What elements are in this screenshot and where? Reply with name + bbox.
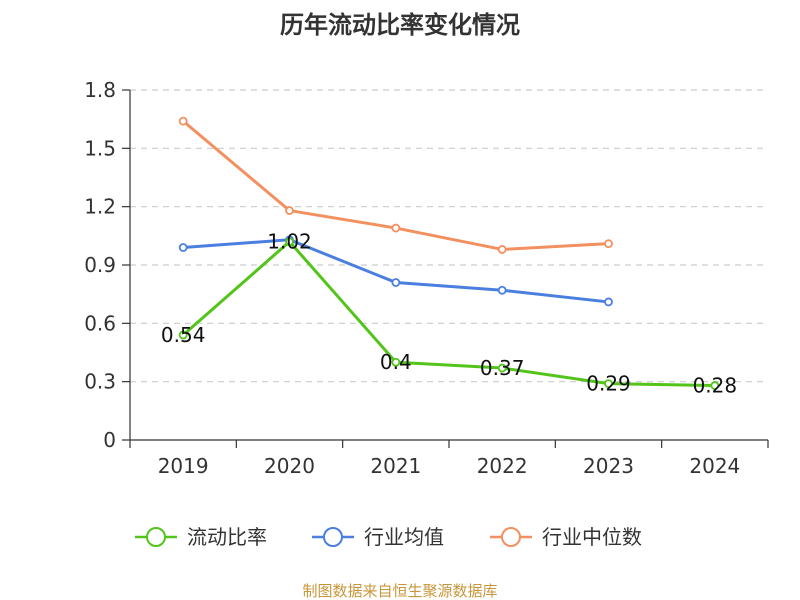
series-point-1: [178, 243, 188, 252]
x-tick-label: 2024: [689, 454, 740, 478]
y-tick-label: 1.2: [84, 195, 116, 219]
series-point-0: [391, 357, 401, 367]
series-line-0: [181, 240, 717, 388]
legend-item[interactable]: 行业中位数: [490, 525, 642, 549]
axes: 0 0.3 0.6 0.9 1.2 1.5 1.8 2019 2020 2021 2022 2023 2…: [84, 78, 769, 478]
series-point-0: [285, 237, 294, 247]
legend: 流动比率 行业均值 行业中位数: [135, 525, 642, 549]
series-point-0: [178, 330, 188, 340]
y-tick-label: 0: [103, 428, 116, 452]
legend-label: 行业中位数: [542, 525, 642, 549]
series-line-1: [181, 238, 610, 304]
data-points: [178, 116, 720, 390]
x-tick-label: 2023: [583, 454, 634, 478]
x-tick-label: 2020: [264, 454, 315, 478]
y-tick-label: 0.9: [84, 253, 116, 277]
series-point-0: [497, 363, 507, 373]
x-tick-label: 2021: [370, 454, 421, 478]
series-point-2: [497, 245, 507, 254]
grid-lines: [130, 89, 768, 383]
series-point-0: [604, 379, 613, 389]
data-label: 0.29: [586, 372, 631, 396]
series-point-2: [178, 116, 188, 126]
legend-marker: [323, 527, 343, 547]
series-point-0: [710, 381, 720, 390]
data-label: 0.28: [693, 374, 738, 398]
series-lines: [181, 119, 717, 388]
y-tick-label: 1.5: [84, 136, 116, 160]
legend-marker: [146, 527, 166, 547]
series-point-2: [285, 206, 294, 215]
series-point-1: [391, 278, 401, 287]
x-tick-label: 2019: [158, 454, 209, 478]
data-labels: 0.54 1.02 0.4 0.37 0.29 0.28: [161, 230, 737, 398]
source-label: 制图数据来自恒生聚源数据库: [302, 582, 497, 600]
data-label: 0.54: [161, 323, 206, 347]
chart-title: 历年流动比率变化情况: [280, 11, 520, 39]
series-point-2: [391, 223, 401, 233]
legend-marker: [501, 527, 521, 547]
data-label: 0.4: [380, 350, 412, 374]
series-point-2: [604, 239, 613, 249]
data-label: 0.37: [480, 356, 525, 380]
series-point-1: [497, 285, 507, 295]
legend-item[interactable]: 流动比率: [135, 525, 267, 549]
legend-item[interactable]: 行业均值: [312, 525, 444, 549]
legend-label: 行业均值: [364, 525, 444, 549]
legend-label: 流动比率: [187, 525, 267, 549]
x-tick-label: 2022: [477, 454, 528, 478]
series-point-1: [604, 297, 613, 307]
y-tick-label: 0.6: [84, 311, 116, 335]
y-tick-label: 0.3: [84, 370, 116, 394]
y-tick-label: 1.8: [84, 78, 116, 102]
data-label: 1.02: [267, 230, 312, 254]
